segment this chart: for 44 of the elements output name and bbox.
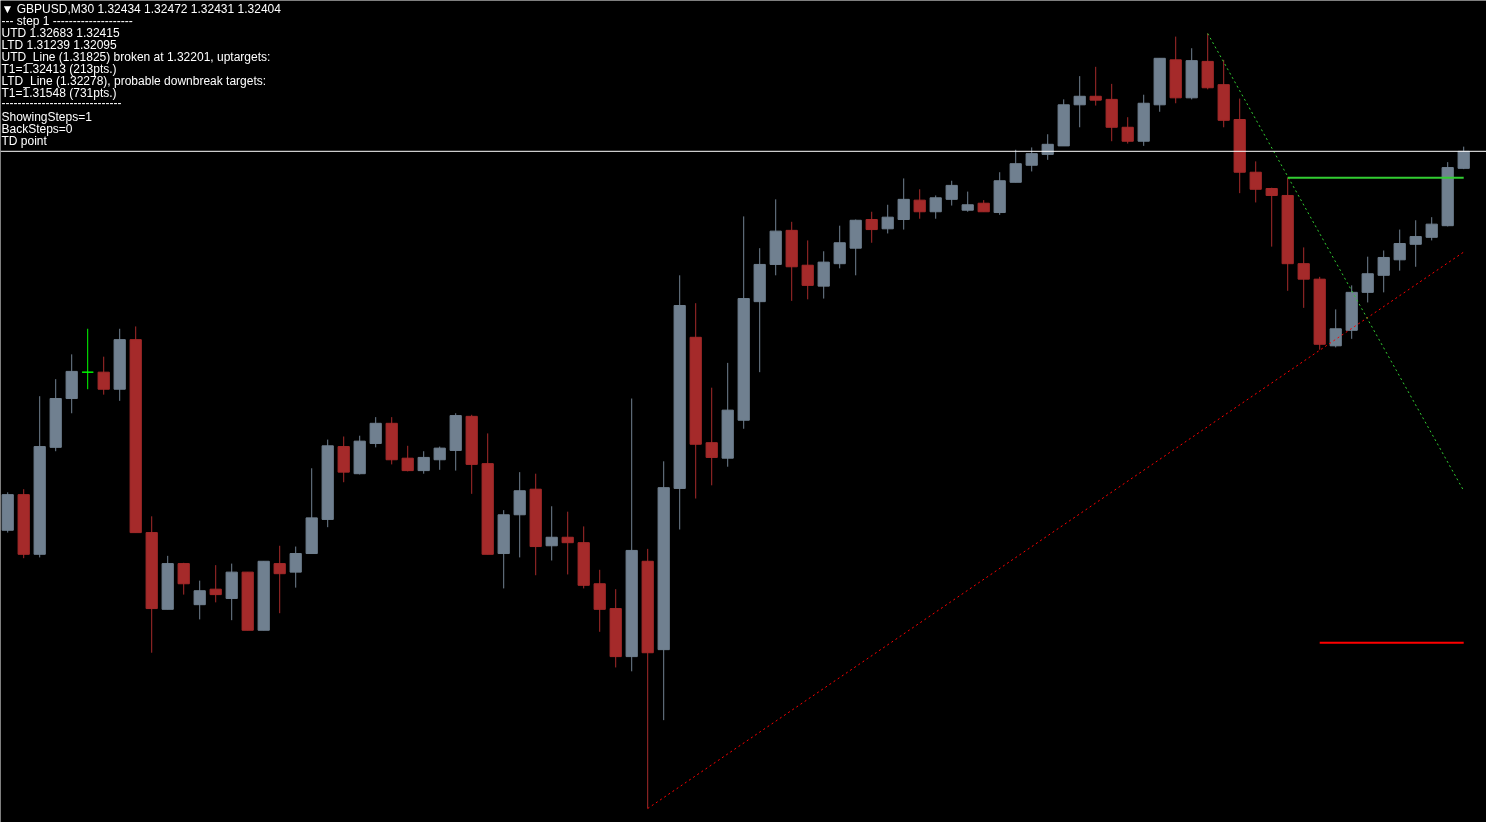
candlestick [945, 180, 958, 207]
candlestick [961, 191, 974, 213]
candlestick [561, 511, 574, 575]
candlestick [401, 445, 414, 472]
candlestick [273, 545, 286, 614]
candlestick [209, 564, 222, 603]
annotation: ShowingSteps=1 [1, 109, 93, 124]
annotation: UTD_Line (1.31825) broken at 1.32201, uptargets: [1, 49, 271, 64]
annotation: LTD_Line (1.32278), probable downbreak targets: [1, 73, 267, 88]
annotation: BackSteps=0 [1, 121, 73, 136]
candlestick [177, 562, 190, 596]
candlestick [1409, 219, 1422, 268]
candlestick [1025, 146, 1038, 172]
candlestick [801, 239, 814, 300]
candlestick [881, 204, 894, 234]
candlestick [833, 225, 846, 269]
candlestick [929, 194, 942, 220]
candlestick [897, 177, 910, 231]
candlestick [1009, 149, 1022, 183]
candlestick [913, 188, 926, 220]
candlestick [1361, 256, 1374, 303]
candlestick [865, 211, 878, 244]
candlestick [705, 387, 718, 486]
candlestick [1265, 187, 1278, 248]
candlestick [97, 356, 110, 396]
candlestick [81, 328, 94, 390]
candlestick [1329, 308, 1342, 348]
candlestick [369, 416, 382, 448]
candlestick [1393, 229, 1406, 272]
candlestick [1073, 75, 1086, 128]
annotation: TD point [1, 133, 48, 148]
text: ▼ GBPUSD,M30 1.32434 1.32472 1.32431 1.32404 [1, 1, 282, 16]
candlestick [545, 505, 558, 561]
candlestick [1121, 116, 1134, 145]
candlestick [1089, 66, 1102, 107]
candlestick [1377, 250, 1390, 293]
candlestick [193, 580, 206, 620]
candlestick [1425, 216, 1438, 241]
candlestick [417, 450, 430, 475]
candlestick [289, 546, 302, 589]
annotation: LTD 1.31239 1.32095 [1, 37, 118, 52]
candlestick [1249, 160, 1262, 203]
candlestick [1297, 246, 1310, 309]
candlestick [1041, 133, 1054, 161]
